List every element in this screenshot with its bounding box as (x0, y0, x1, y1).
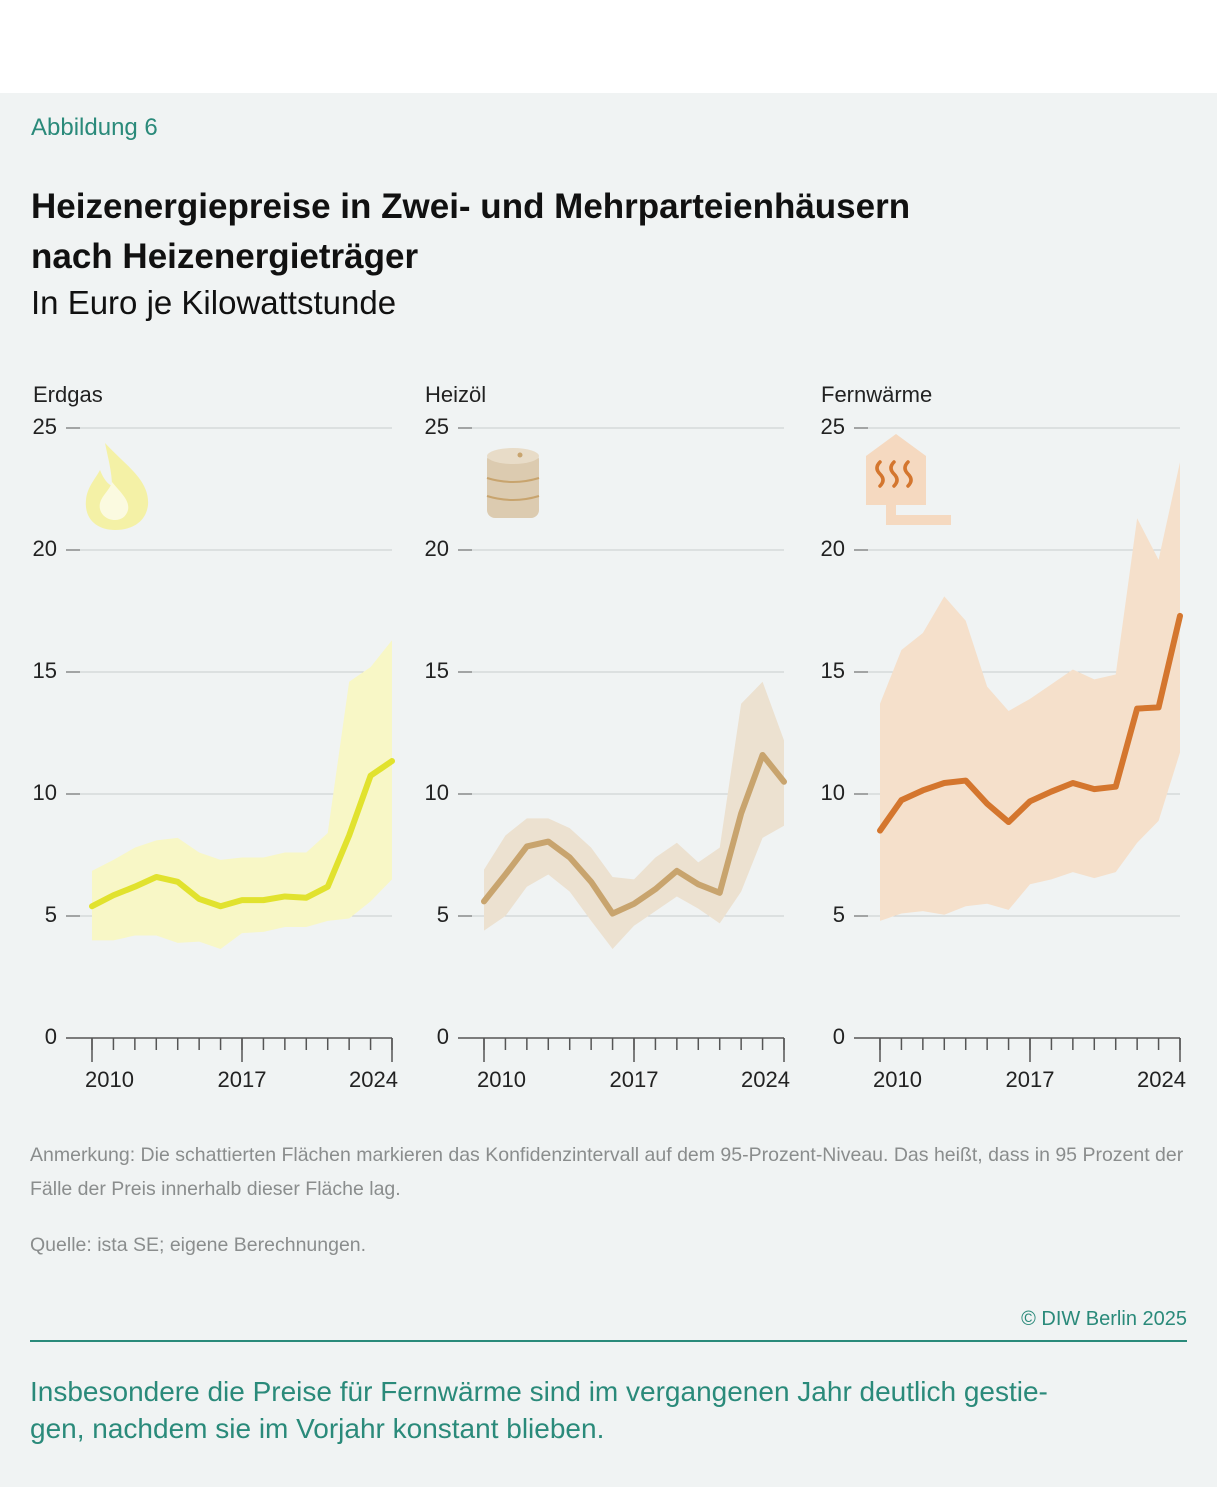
confidence-band (880, 462, 1180, 921)
y-tick-label: 10 (821, 780, 845, 805)
y-tick-label: 10 (425, 780, 449, 805)
flame-icon (85, 443, 149, 530)
y-tick-label: 5 (833, 902, 845, 927)
price-line (877, 612, 1183, 834)
x-tick-label: 2017 (610, 1067, 659, 1092)
source: Quelle: ista SE; eigene Berechnungen. (30, 1234, 367, 1256)
y-tick-label: 25 (821, 414, 845, 439)
panel-title: Erdgas (33, 382, 103, 407)
y-tick-label: 25 (425, 414, 449, 439)
title-line: nach Heizenergieträger (31, 237, 419, 276)
copyright: © DIW Berlin 2025 (1021, 1308, 1187, 1330)
y-tick-label: 0 (437, 1024, 449, 1049)
title-line: Heizenergiepreise in Zwei- und Mehrparte… (31, 187, 911, 226)
confidence-band (484, 681, 784, 949)
house-icon (866, 434, 951, 525)
y-tick-label: 5 (45, 902, 57, 927)
y-tick-label: 15 (33, 658, 57, 683)
x-tick-label: 2017 (1006, 1067, 1055, 1092)
panel-title: Fernwärme (821, 382, 932, 407)
title: Heizenergiepreise in Zwei- und Mehrparte… (31, 182, 910, 282)
figure-label: Abbildung 6 (31, 114, 158, 141)
subtitle: In Euro je Kilowattstunde (31, 284, 397, 321)
caption-line: gen, nachdem sie im Vorjahr konstant bli… (30, 1413, 605, 1444)
confidence-band (92, 640, 392, 949)
x-tick-label: 2024 (1137, 1067, 1186, 1092)
caption-line: Insbesondere die Preise für Fernwärme si… (30, 1376, 1048, 1407)
divider (30, 1340, 1187, 1342)
note: Anmerkung: Die schattierten Flächen mark… (30, 1144, 1184, 1200)
price-line (481, 751, 787, 917)
y-tick-label: 25 (33, 414, 57, 439)
x-tick-label: 2010 (477, 1067, 526, 1092)
x-tick-label: 2010 (85, 1067, 134, 1092)
y-tick-label: 20 (425, 536, 449, 561)
y-tick-label: 15 (425, 658, 449, 683)
caption: Insbesondere die Preise für Fernwärme si… (30, 1373, 1048, 1447)
y-tick-label: 10 (33, 780, 57, 805)
x-tick-label: 2010 (873, 1067, 922, 1092)
barrel-icon (486, 448, 540, 518)
y-tick-label: 20 (33, 536, 57, 561)
price-line (89, 758, 395, 910)
y-tick-label: 0 (833, 1024, 845, 1049)
y-tick-label: 0 (45, 1024, 57, 1049)
x-tick-label: 2017 (218, 1067, 267, 1092)
y-tick-label: 20 (821, 536, 845, 561)
y-tick-label: 15 (821, 658, 845, 683)
x-tick-label: 2024 (349, 1067, 398, 1092)
panel-title: Heizöl (425, 382, 486, 407)
x-tick-label: 2024 (741, 1067, 790, 1092)
y-tick-label: 5 (437, 902, 449, 927)
